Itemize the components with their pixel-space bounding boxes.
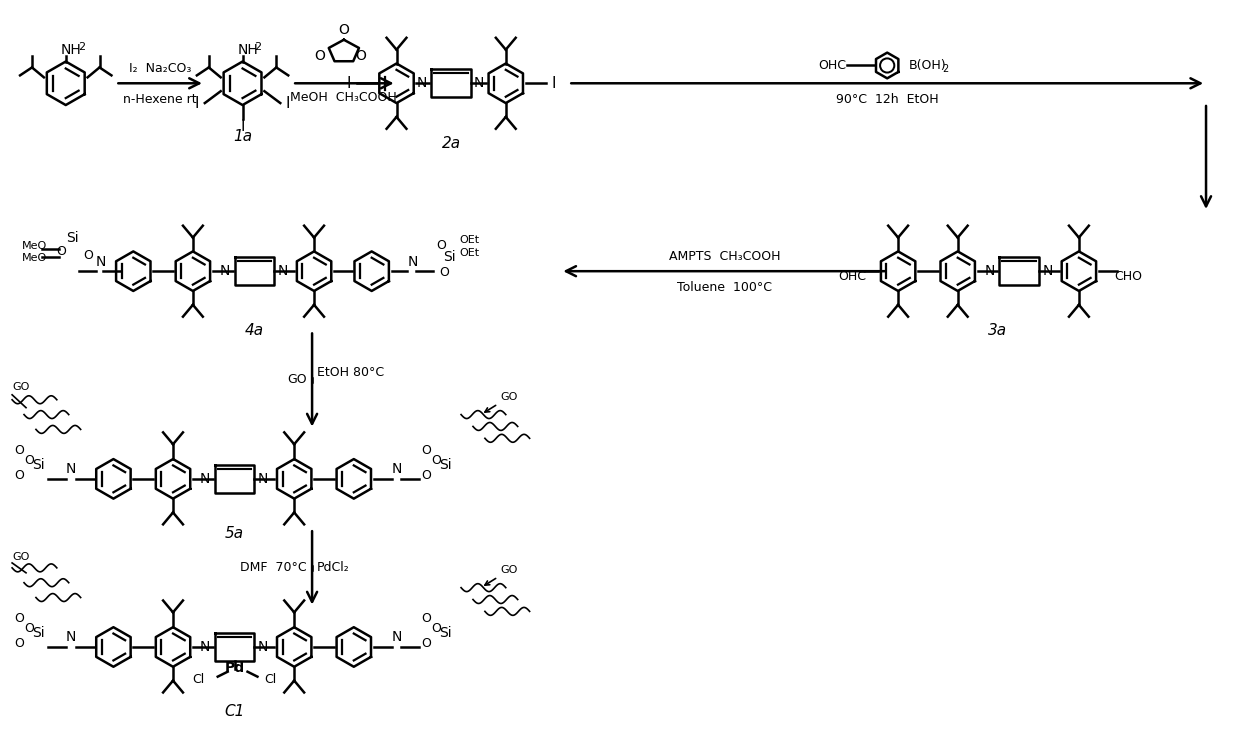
Text: N: N [200,472,210,486]
Text: N: N [258,640,268,654]
Text: O: O [24,622,33,635]
Text: O: O [14,637,24,650]
Text: Si: Si [32,626,45,640]
Text: Si: Si [439,626,451,640]
Text: O: O [356,48,366,63]
Text: 3a: 3a [988,323,1007,339]
Text: O: O [14,469,24,482]
Text: N: N [278,264,288,278]
Text: C1: C1 [224,704,244,719]
Text: OHC: OHC [838,270,867,283]
Text: O: O [83,250,93,262]
Text: N: N [408,256,418,269]
Text: I: I [347,76,351,90]
Text: O: O [14,612,24,625]
Text: 5a: 5a [224,526,244,541]
Text: O: O [339,23,350,37]
Text: Si: Si [439,458,451,472]
Text: OEt: OEt [459,248,479,259]
Text: O: O [436,240,446,253]
Text: MeO: MeO [22,253,47,263]
Text: N: N [66,462,76,476]
Text: N: N [219,264,229,278]
Text: O: O [422,444,432,457]
Text: GO: GO [12,552,30,562]
Text: N: N [392,462,402,476]
Text: 4a: 4a [246,323,264,339]
Text: MeO: MeO [22,241,47,251]
Text: O: O [422,469,432,482]
Text: 2: 2 [254,41,262,52]
Text: OHC: OHC [818,59,847,72]
Text: GO: GO [12,382,30,392]
Text: n-Hexene rt: n-Hexene rt [123,93,197,106]
Text: N: N [200,640,210,654]
Text: GO: GO [485,565,518,585]
Text: OEt: OEt [459,235,479,246]
Text: Toluene  100°C: Toluene 100°C [677,281,771,294]
Text: 2: 2 [942,64,949,75]
Text: N: N [392,630,402,644]
Text: N: N [985,264,994,278]
Text: I: I [241,119,244,134]
Text: I: I [286,96,290,111]
Text: 2a: 2a [441,136,461,151]
Text: Cl: Cl [264,673,277,685]
Text: 2: 2 [78,41,84,52]
Text: Si: Si [66,231,78,244]
Text: O: O [422,637,432,650]
Text: DMF  70°C: DMF 70°C [241,562,308,575]
Text: CHO: CHO [1115,270,1142,283]
Text: PdCl₂: PdCl₂ [317,562,350,575]
Text: O: O [14,444,24,457]
Text: AMPTS  CH₃COOH: AMPTS CH₃COOH [668,250,780,263]
Text: NH: NH [238,43,258,57]
Text: N: N [417,76,427,90]
Text: 90°C  12h  EtOH: 90°C 12h EtOH [836,93,939,106]
Text: N: N [258,472,268,486]
Text: O: O [432,622,441,635]
Text: N: N [474,76,485,90]
Text: O: O [432,454,441,467]
Text: Si: Si [443,250,456,265]
Text: NH: NH [61,43,82,57]
Text: O: O [422,612,432,625]
Text: O: O [315,48,325,63]
Text: N: N [66,630,76,644]
Text: I₂  Na₂CO₃: I₂ Na₂CO₃ [129,63,191,75]
Text: Si: Si [32,458,45,472]
Text: O: O [24,454,33,467]
Text: I: I [195,96,200,111]
Text: N: N [1042,264,1053,278]
Text: N: N [95,256,105,269]
Text: Pd: Pd [224,661,244,675]
Text: 1a: 1a [233,129,252,144]
Text: I: I [552,76,556,90]
Text: GO: GO [485,392,518,412]
Text: O: O [56,245,66,259]
Text: GO: GO [288,373,308,387]
Text: Cl: Cl [192,673,205,685]
Text: EtOH 80°C: EtOH 80°C [317,366,384,379]
Text: MeOH  CH₃COOH: MeOH CH₃COOH [290,91,397,104]
Text: O: O [439,266,449,279]
Text: B(OH): B(OH) [909,59,946,72]
